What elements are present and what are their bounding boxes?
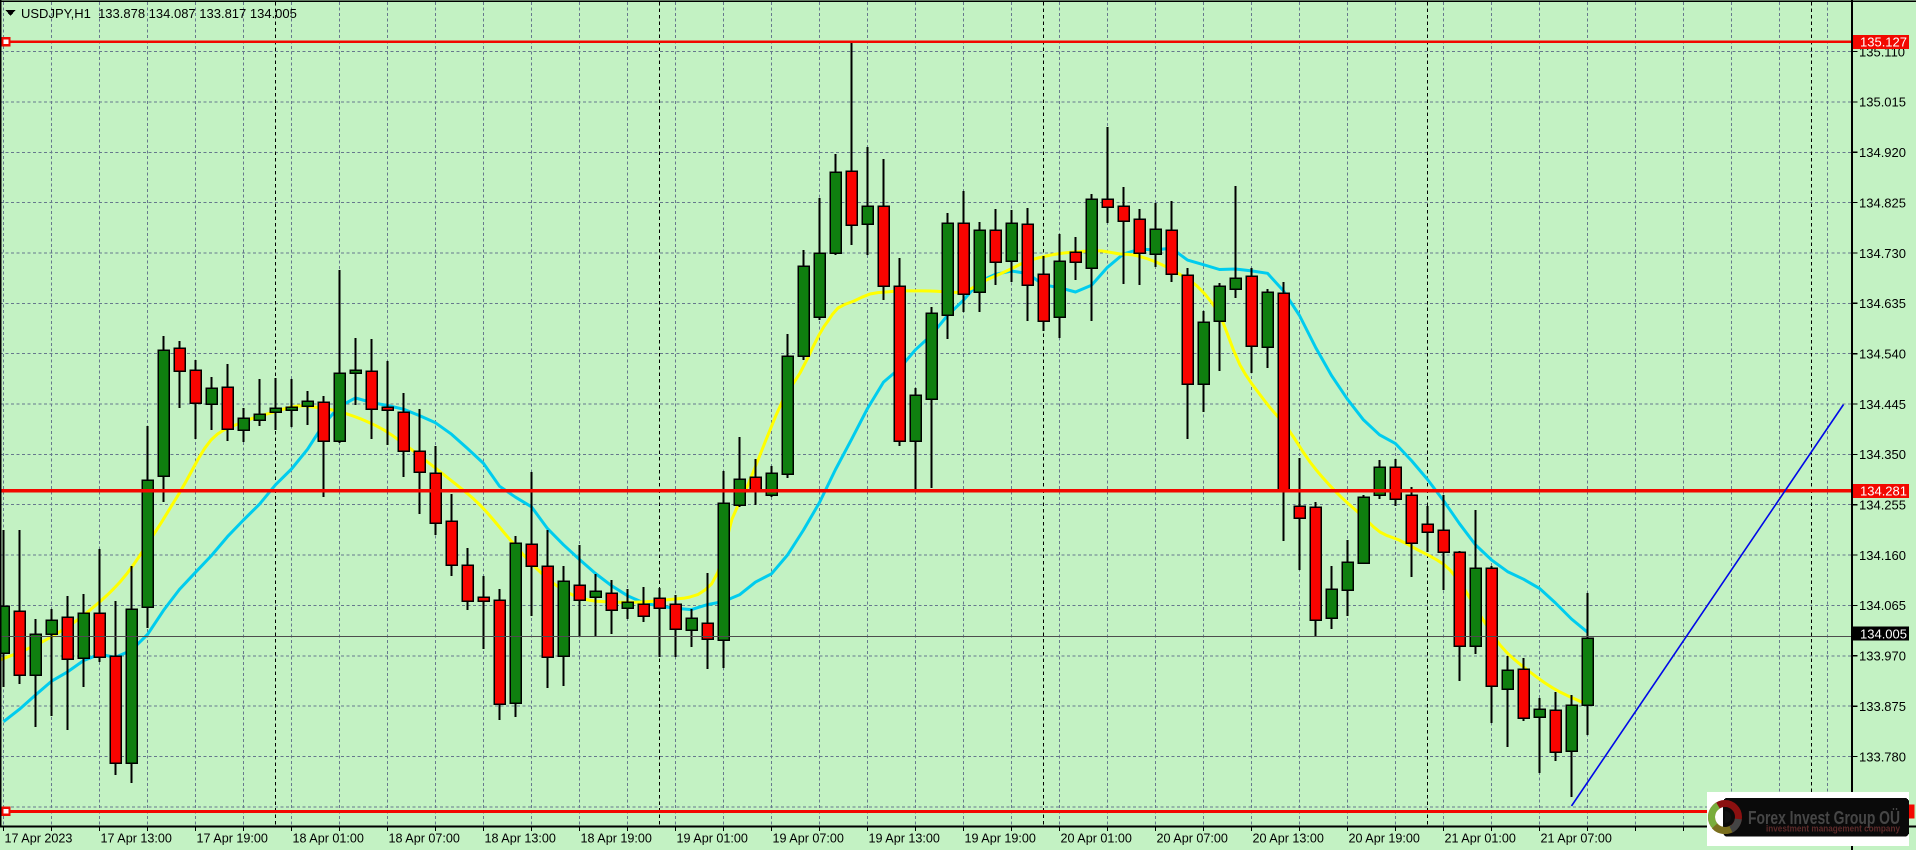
svg-text:134.445: 134.445 — [1859, 397, 1906, 412]
svg-text:19 Apr 01:00: 19 Apr 01:00 — [677, 832, 748, 846]
svg-text:17 Apr 13:00: 17 Apr 13:00 — [101, 832, 172, 846]
svg-text:135.127: 135.127 — [1860, 35, 1907, 50]
svg-text:21 Apr 07:00: 21 Apr 07:00 — [1541, 832, 1612, 846]
svg-text:investment management company: investment management company — [1766, 824, 1900, 834]
svg-text:18 Apr 13:00: 18 Apr 13:00 — [485, 832, 556, 846]
svg-text:134.065: 134.065 — [1859, 598, 1906, 613]
svg-text:134.635: 134.635 — [1859, 296, 1906, 311]
svg-text:135.015: 135.015 — [1859, 95, 1906, 110]
svg-text:17 Apr 2023: 17 Apr 2023 — [5, 832, 73, 846]
svg-text:134.005: 134.005 — [1860, 626, 1907, 641]
svg-text:18 Apr 19:00: 18 Apr 19:00 — [581, 832, 652, 846]
svg-text:19 Apr 07:00: 19 Apr 07:00 — [773, 832, 844, 846]
svg-text:20 Apr 01:00: 20 Apr 01:00 — [1061, 832, 1132, 846]
svg-text:19 Apr 13:00: 19 Apr 13:00 — [869, 832, 940, 846]
svg-text:134.255: 134.255 — [1859, 498, 1906, 513]
svg-text:134.825: 134.825 — [1859, 195, 1906, 210]
svg-text:133.875: 133.875 — [1859, 699, 1906, 714]
svg-text:21 Apr 01:00: 21 Apr 01:00 — [1445, 832, 1516, 846]
svg-text:20 Apr 13:00: 20 Apr 13:00 — [1253, 832, 1324, 846]
svg-text:17 Apr 19:00: 17 Apr 19:00 — [197, 832, 268, 846]
svg-text:20 Apr 19:00: 20 Apr 19:00 — [1349, 832, 1420, 846]
svg-text:134.160: 134.160 — [1859, 548, 1906, 563]
svg-text:133.970: 133.970 — [1859, 649, 1906, 664]
svg-text:134.350: 134.350 — [1859, 447, 1906, 462]
svg-text:134.730: 134.730 — [1859, 246, 1906, 261]
svg-text:18 Apr 01:00: 18 Apr 01:00 — [293, 832, 364, 846]
svg-text:Forex Invest Group OÜ: Forex Invest Group OÜ — [1748, 808, 1900, 828]
svg-text:USDJPY,H1 133.878 134.087 133: USDJPY,H1 133.878 134.087 133.817 134.00… — [21, 6, 297, 21]
svg-text:18 Apr 07:00: 18 Apr 07:00 — [389, 832, 460, 846]
svg-text:20 Apr 07:00: 20 Apr 07:00 — [1157, 832, 1228, 846]
svg-text:134.540: 134.540 — [1859, 347, 1906, 362]
svg-text:19 Apr 19:00: 19 Apr 19:00 — [965, 832, 1036, 846]
svg-text:133.780: 133.780 — [1859, 749, 1906, 764]
svg-text:134.920: 134.920 — [1859, 145, 1906, 160]
svg-text:134.281: 134.281 — [1860, 484, 1907, 499]
